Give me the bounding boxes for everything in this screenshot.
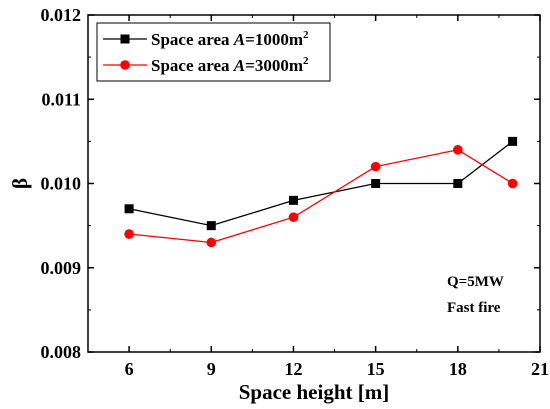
data-point-square xyxy=(206,221,216,231)
series-line xyxy=(129,149,513,244)
data-point-square xyxy=(124,204,134,214)
data-point-square xyxy=(371,179,381,188)
data-point-square xyxy=(288,195,298,205)
x-tick-label: 12 xyxy=(284,359,302,379)
x-axis-title: Space height [m] xyxy=(239,380,390,404)
x-tick-label: 21 xyxy=(531,359,549,379)
data-point-circle xyxy=(507,178,518,189)
data-point-square xyxy=(453,179,463,188)
legend-label: Space area A=3000m2 xyxy=(151,55,309,75)
legend-label: Space area A=1000m2 xyxy=(151,29,309,49)
data-point-circle xyxy=(124,229,134,239)
legend-entry-2: Space area A=3000m2 xyxy=(103,55,309,75)
data-point-circle xyxy=(370,161,381,172)
legend-entry-1: Space area A=1000m2 xyxy=(103,29,309,49)
x-tick-label: 15 xyxy=(367,359,385,379)
tick-labels: 6 9 12 15 18 21 0.008 0.009 0.010 0.011 0.012 xyxy=(41,5,550,379)
legend: Space area A=1000m2 Space area A=3000m2 xyxy=(96,22,331,82)
series-layer xyxy=(124,136,518,248)
y-tick-label: 0.008 xyxy=(41,342,82,362)
legend-box xyxy=(96,22,331,82)
y-tick-label: 0.009 xyxy=(41,258,82,278)
annotation-heat-release: Q=5MW xyxy=(447,274,504,290)
x-tick-label: 9 xyxy=(207,359,216,379)
axis-ticks xyxy=(87,14,541,353)
y-tick-label: 0.010 xyxy=(41,174,82,194)
data-point-circle xyxy=(206,237,217,248)
x-tick-label: 6 xyxy=(125,359,134,379)
legend-marker-circle xyxy=(120,60,130,70)
data-point-circle xyxy=(453,145,463,155)
y-tick-label: 0.012 xyxy=(41,5,82,25)
series-2 xyxy=(124,145,518,248)
x-tick-label: 18 xyxy=(449,359,467,379)
legend-marker-square xyxy=(120,34,130,44)
data-point-circle xyxy=(288,212,299,222)
data-point-square xyxy=(508,136,518,146)
y-tick-label: 0.011 xyxy=(41,89,81,109)
annotation-fire-type: Fast fire xyxy=(447,300,501,316)
y-axis-title: β xyxy=(8,178,32,189)
